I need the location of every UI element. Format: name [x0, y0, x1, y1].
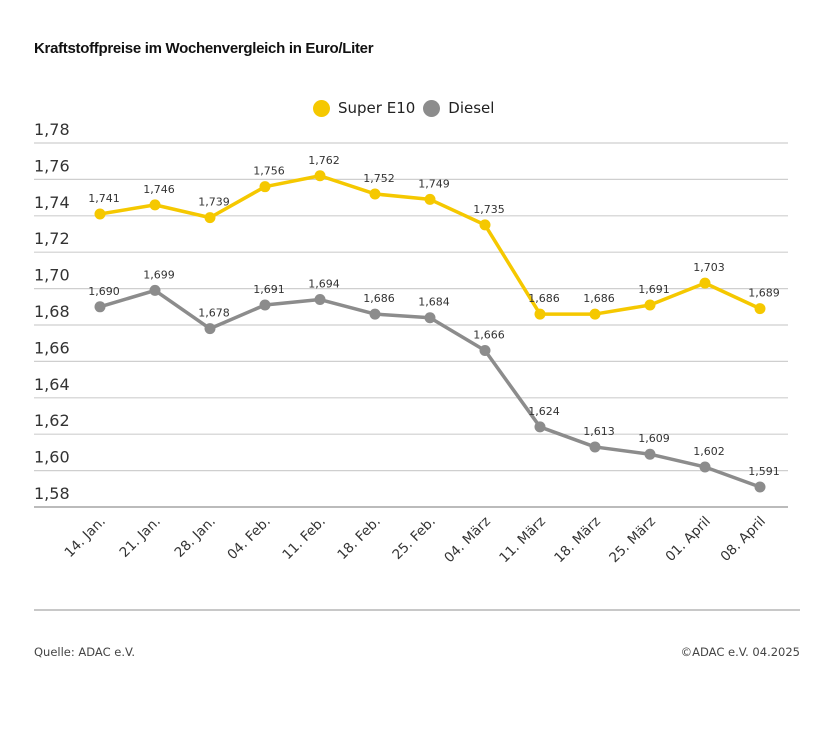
- data-point: [149, 284, 161, 296]
- legend-item-diesel: Diesel: [423, 99, 494, 117]
- data-point: [534, 308, 546, 320]
- legend-label: Diesel: [448, 99, 495, 117]
- data-point: [644, 299, 656, 311]
- data-point: [369, 188, 381, 200]
- x-tick-label: 11. Feb.: [279, 514, 328, 563]
- data-label: 1,686: [583, 292, 615, 305]
- data-label: 1,609: [638, 432, 670, 445]
- data-point: [589, 441, 601, 453]
- x-tick-label: 08. April: [717, 514, 768, 565]
- data-label: 1,752: [363, 172, 395, 185]
- data-label: 1,749: [418, 177, 450, 190]
- x-tick-label: 25. Feb.: [389, 514, 438, 563]
- data-point: [259, 299, 271, 311]
- data-point: [314, 294, 326, 306]
- data-label: 1,691: [253, 283, 285, 296]
- data-point: [314, 170, 326, 182]
- x-tick-label: 18. März: [551, 514, 604, 567]
- data-label: 1,735: [473, 203, 505, 216]
- y-tick-label: 1,64: [34, 375, 70, 394]
- x-tick-label: 01. April: [662, 514, 713, 565]
- x-tick-label: 04. März: [441, 514, 494, 567]
- y-tick-label: 1,74: [34, 193, 70, 212]
- y-tick-label: 1,70: [34, 266, 70, 285]
- x-tick-label: 25. März: [606, 514, 659, 567]
- y-tick-label: 1,66: [34, 338, 70, 357]
- divider: [34, 609, 800, 611]
- data-point: [94, 301, 106, 313]
- data-label: 1,678: [198, 307, 230, 320]
- legend-label: Super E10: [338, 99, 416, 117]
- data-label: 1,699: [143, 268, 175, 281]
- data-label: 1,686: [363, 292, 395, 305]
- data-label: 1,591: [748, 465, 780, 478]
- copyright-note: ©ADAC e.V. 04.2025: [680, 645, 800, 659]
- data-point: [754, 303, 766, 315]
- data-point: [369, 308, 381, 320]
- data-label: 1,624: [528, 405, 560, 418]
- data-label: 1,686: [528, 292, 560, 305]
- data-label: 1,666: [473, 328, 505, 341]
- data-point: [754, 481, 766, 493]
- legend: Super E10 Diesel: [313, 99, 502, 117]
- data-point: [149, 199, 161, 211]
- x-tick-label: 14. Jan.: [62, 514, 109, 561]
- data-point: [424, 193, 436, 205]
- data-point: [534, 421, 546, 433]
- data-point: [94, 208, 106, 220]
- chart-title: Kraftstoffpreise im Wochenvergleich in E…: [34, 40, 374, 57]
- line-chart: 1,78 1,76 1,74 1,72 1,70 1,68 1,66 1,64 1,62 1,60…: [34, 120, 788, 567]
- data-point: [204, 323, 216, 335]
- x-tick-label: 28. Jan.: [172, 514, 219, 561]
- data-point: [424, 312, 436, 324]
- data-label: 1,694: [308, 278, 340, 291]
- data-label: 1,689: [748, 287, 780, 300]
- data-label: 1,756: [253, 165, 285, 178]
- data-point: [204, 212, 216, 224]
- data-label: 1,741: [88, 192, 120, 205]
- data-point: [699, 277, 711, 289]
- y-tick-label: 1,76: [34, 156, 70, 175]
- y-tick-label: 1,78: [34, 120, 70, 139]
- source-note: Quelle: ADAC e.V.: [34, 645, 136, 659]
- legend-dot-icon: [423, 99, 441, 117]
- y-tick-label: 1,72: [34, 229, 70, 248]
- data-point: [589, 308, 601, 320]
- data-label: 1,703: [693, 261, 725, 274]
- y-tick-label: 1,62: [34, 411, 70, 430]
- data-point: [479, 219, 491, 231]
- data-label: 1,602: [693, 445, 725, 458]
- data-label: 1,690: [88, 285, 120, 298]
- data-point: [644, 448, 656, 460]
- x-tick-label: 11. März: [496, 514, 549, 567]
- data-label: 1,691: [638, 283, 670, 296]
- y-tick-label: 1,68: [34, 302, 70, 321]
- data-label: 1,739: [198, 196, 230, 209]
- x-tick-label: 21. Jan.: [117, 514, 164, 561]
- legend-item-super-e10: Super E10: [313, 99, 415, 117]
- data-point: [259, 181, 271, 193]
- data-point: [699, 461, 711, 473]
- data-label: 1,684: [418, 296, 450, 309]
- y-tick-label: 1,58: [34, 484, 70, 503]
- x-tick-label: 04. Feb.: [224, 514, 273, 563]
- data-label: 1,762: [308, 154, 340, 167]
- y-tick-label: 1,60: [34, 448, 70, 467]
- data-label: 1,613: [583, 425, 615, 438]
- data-point: [479, 344, 491, 356]
- x-tick-label: 18. Feb.: [334, 514, 383, 563]
- data-label: 1,746: [143, 183, 175, 196]
- legend-dot-icon: [313, 99, 330, 117]
